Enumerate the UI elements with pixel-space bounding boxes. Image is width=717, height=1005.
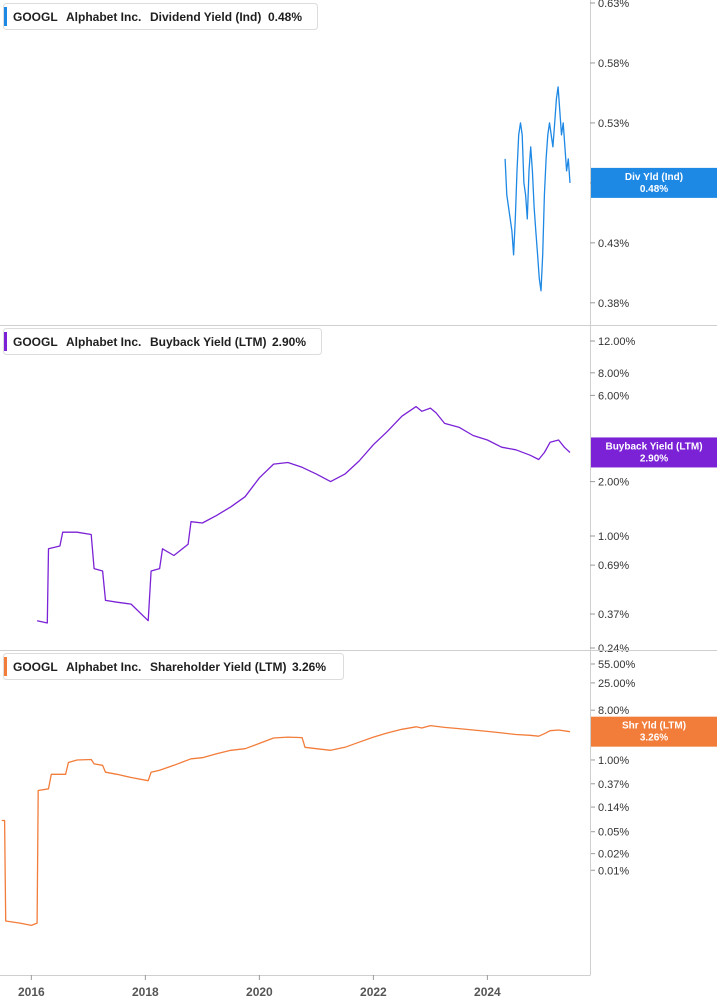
legend-metric: Dividend Yield (Ind) (150, 10, 261, 24)
legend-color-marker (4, 657, 7, 676)
legend-box (3, 653, 344, 680)
y-tick-label: 0.37% (598, 609, 629, 621)
last-value-tag-value: 3.26% (640, 733, 668, 744)
y-tick-label: 1.00% (598, 755, 629, 767)
y-tick-label: 0.43% (598, 238, 629, 250)
x-tick-label: 2016 (18, 985, 45, 999)
last-value-tag-value: 2.90% (640, 453, 668, 464)
legend-metric: Buyback Yield (LTM) (150, 335, 266, 349)
y-tick-label: 0.01% (598, 865, 629, 877)
y-tick-label: 2.00% (598, 477, 629, 489)
legend-2[interactable]: GOOGL Alphabet Inc. Buyback Yield (LTM) 2.9… (3, 328, 322, 355)
y-tick-label: 0.14% (598, 802, 629, 814)
y-tick-label: 12.00% (598, 336, 636, 348)
series-line-2 (36, 405, 571, 624)
y-tick-label: 55.00% (598, 659, 636, 671)
last-value-tag-label: Buyback Yield (LTM) (605, 441, 702, 452)
panels: 0.63% 0.58% 0.53% 0.48% 0.43% 0.38% Div Yld (I… (0, 0, 717, 975)
x-tick-label: 2022 (360, 985, 387, 999)
y-tick-label: 0.58% (598, 58, 629, 70)
series-line-1 (504, 86, 571, 292)
y-tick-label: 8.00% (598, 368, 629, 380)
legend-metric: Shareholder Yield (LTM) (150, 660, 286, 674)
last-value-tag-bg (591, 716, 717, 747)
legend-box (3, 3, 318, 30)
legend-company: Alphabet Inc. (66, 10, 141, 24)
legend-last-value: 2.90% (272, 335, 306, 349)
last-value-tag-bg (591, 167, 717, 198)
panel-2: 12.00% 8.00% 6.00% 2.00% 1.00% 0.69% 0.37% 0.24… (0, 325, 717, 655)
y-tick-label: 0.24% (598, 643, 629, 655)
y-tick-label: 0.38% (598, 298, 629, 310)
x-tick-label: 2018 (132, 985, 159, 999)
panel-3: 55.00%25.00%8.00%3.00%1.00%0.37%0.14%0.0… (0, 650, 717, 975)
legend-ticker: GOOGL (13, 10, 58, 24)
legend-company: Alphabet Inc. (66, 335, 141, 349)
last-value-tag-value: 0.48% (640, 184, 668, 195)
y-tick-label: 0.69% (598, 560, 629, 572)
series-line-3 (1, 724, 571, 927)
y-tick-label: 0.63% (598, 0, 629, 10)
y-tick-label: 8.00% (598, 705, 629, 717)
legend-last-value: 0.48% (268, 10, 302, 24)
last-value-tag: Shr Yld (LTM)3.26% (591, 716, 717, 747)
x-tick-label: 2024 (474, 985, 501, 999)
x-axis: 2016 2018 2020 2022 2024 (0, 650, 591, 999)
legend-last-value: 3.26% (292, 660, 326, 674)
legend-3[interactable]: GOOGL Alphabet Inc. Shareholder Yield (LTM… (3, 653, 344, 680)
x-tick-label: 2020 (246, 985, 273, 999)
y-tick-label: 1.00% (598, 531, 629, 543)
y-tick-label: 0.02% (598, 849, 629, 861)
legend-color-marker (4, 332, 7, 351)
legend-ticker: GOOGL (13, 335, 58, 349)
legend-company: Alphabet Inc. (66, 660, 141, 674)
y-tick-label: 0.53% (598, 118, 629, 130)
legend-box (3, 328, 322, 355)
legend-color-marker (4, 7, 7, 26)
last-value-tag: Buyback Yield (LTM)2.90% (591, 437, 717, 468)
last-value-tag-label: Div Yld (Ind) (625, 172, 683, 183)
legend-1[interactable]: GOOGL Alphabet Inc. Dividend Yield (Ind) 0.… (3, 3, 318, 30)
y-tick-label: 0.05% (598, 827, 629, 839)
last-value-tag: Div Yld (Ind)0.48% (591, 167, 717, 198)
panel-1: 0.63% 0.58% 0.53% 0.48% 0.43% 0.38% Div Yld (I… (3, 0, 717, 325)
y-tick-label: 25.00% (598, 678, 636, 690)
y-tick-label: 0.37% (598, 779, 629, 791)
last-value-tag-bg (591, 437, 717, 468)
y-tick-label: 6.00% (598, 390, 629, 402)
legend-ticker: GOOGL (13, 660, 58, 674)
last-value-tag-label: Shr Yld (LTM) (622, 721, 686, 732)
